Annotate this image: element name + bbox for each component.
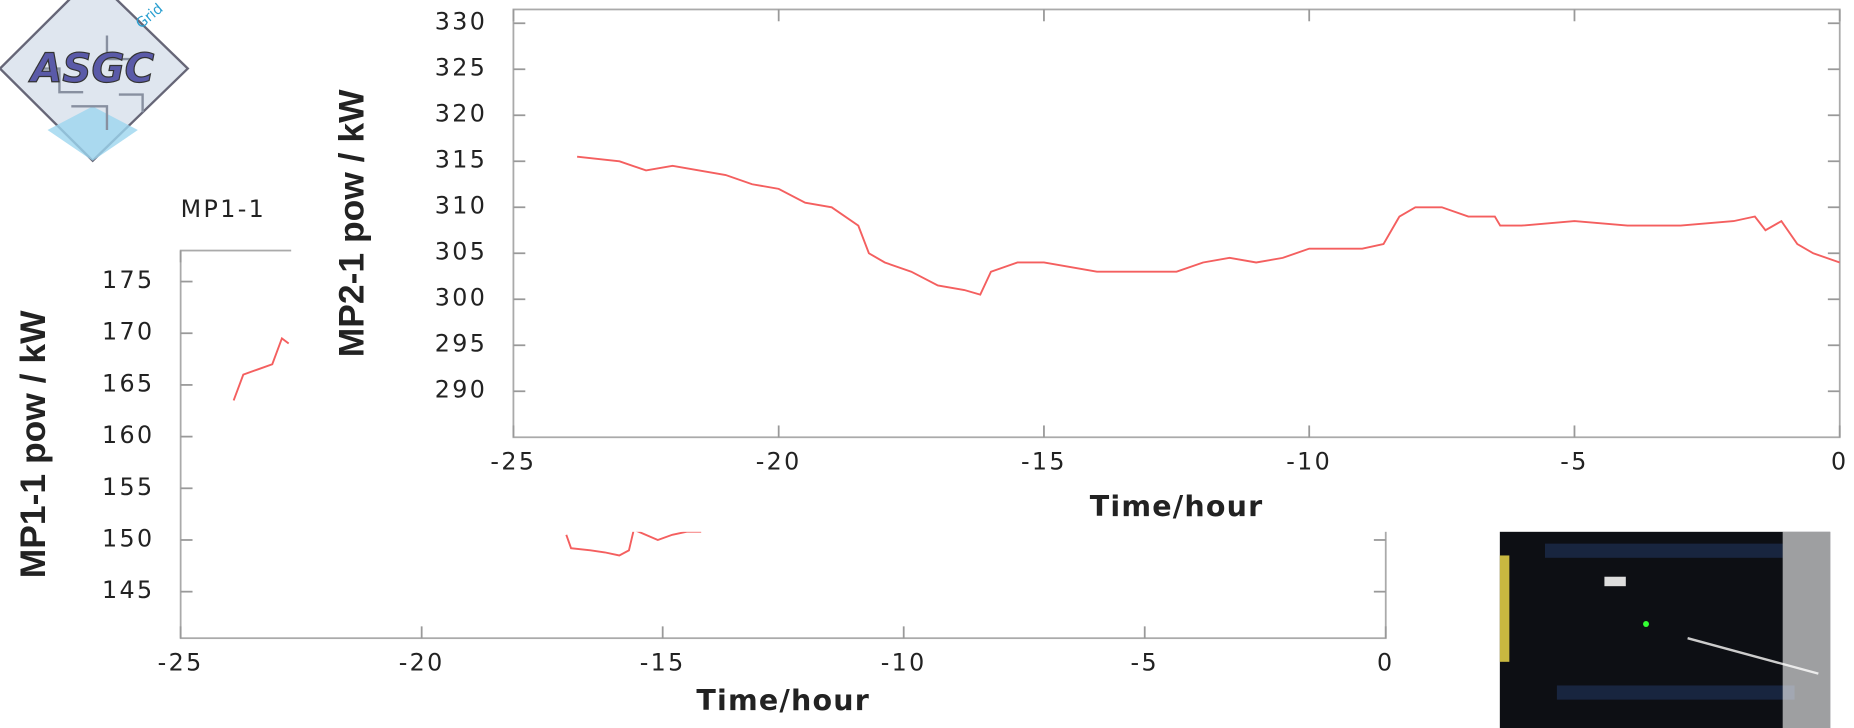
data-line xyxy=(577,155,1841,296)
data-line xyxy=(232,336,702,557)
photo-led xyxy=(1643,621,1649,627)
x-tick-label: -25 xyxy=(490,448,536,476)
y-axis-label: MP2-1 pow / kW xyxy=(331,89,371,357)
y-tick-label: 175 xyxy=(102,266,154,294)
server-photo xyxy=(1499,531,1831,728)
x-axis-label: Time/hour xyxy=(696,684,870,717)
chart-title: MP1-1 xyxy=(181,195,267,223)
y-tick-label: 160 xyxy=(102,421,154,449)
y-tick-label: 150 xyxy=(102,525,154,553)
chart-mp2-background xyxy=(291,0,1854,532)
y-tick-label: 290 xyxy=(435,376,487,404)
y-tick-label: 320 xyxy=(435,100,487,128)
photo-vignette xyxy=(1782,531,1831,728)
y-tick-label: 310 xyxy=(435,192,487,220)
y-tick-label: 315 xyxy=(435,146,487,174)
y-tick-label: 305 xyxy=(435,238,487,266)
plot-frame xyxy=(512,8,1841,439)
x-tick-label: -10 xyxy=(881,649,927,677)
x-axis-label: Time/hour xyxy=(1090,490,1264,523)
x-tick-label: -5 xyxy=(1131,649,1159,677)
y-tick-label: 300 xyxy=(435,284,487,312)
y-tick-label: 165 xyxy=(102,369,154,397)
logo-text: ASGC xyxy=(28,45,155,92)
y-tick-label: 330 xyxy=(435,8,487,36)
photo-cable xyxy=(1499,555,1510,662)
y-tick-label: 145 xyxy=(102,576,154,604)
x-tick-label: -25 xyxy=(158,649,204,677)
y-tick-label: 325 xyxy=(435,54,487,82)
y-tick-label: 170 xyxy=(102,318,154,346)
x-tick-label: -15 xyxy=(640,649,686,677)
x-tick-label: 0 xyxy=(1831,448,1849,476)
x-tick-label: -15 xyxy=(1021,448,1067,476)
photo-drives xyxy=(1556,685,1795,700)
y-tick-label: 155 xyxy=(102,473,154,501)
logo: ASGC Grid xyxy=(0,0,190,163)
chart-mp2: 290 295 300 305 310 315 320 325 330 -25 -20 -15 -10 -… xyxy=(331,8,1849,523)
logo-subtext: Grid xyxy=(133,1,166,32)
x-tick-label: 0 xyxy=(1377,649,1395,677)
photo-drives xyxy=(1545,543,1783,558)
y-axis-label: MP1-1 pow / kW xyxy=(13,310,53,578)
photo-label xyxy=(1604,576,1626,587)
x-tick-label: -20 xyxy=(756,448,802,476)
x-tick-label: -10 xyxy=(1286,448,1332,476)
logo-accent xyxy=(47,106,138,161)
x-tick-label: -20 xyxy=(399,649,445,677)
y-tick-label: 295 xyxy=(435,330,487,358)
logo-circuit xyxy=(35,35,144,130)
x-tick-label: -5 xyxy=(1560,448,1588,476)
